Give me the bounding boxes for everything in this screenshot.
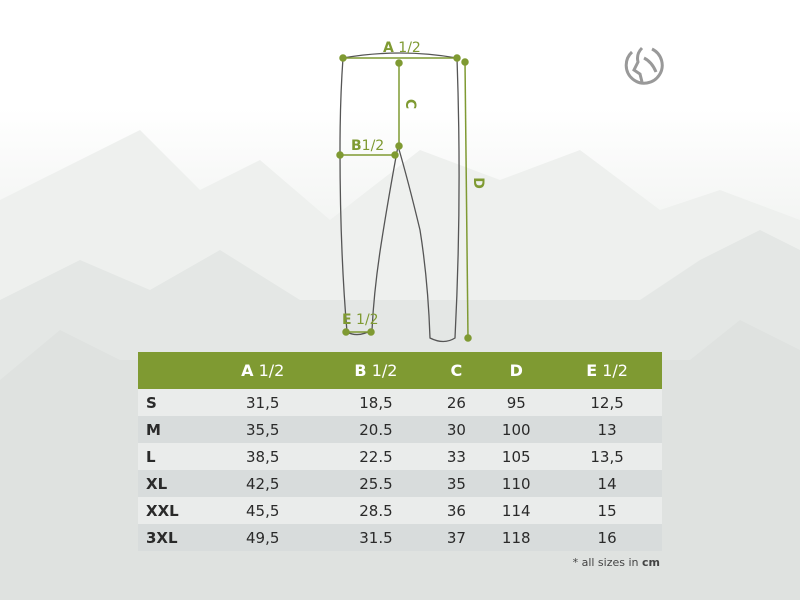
label-e: E 1/2 bbox=[342, 312, 379, 328]
header-b: B 1/2 bbox=[319, 352, 433, 389]
value-cell: 36 bbox=[432, 497, 481, 524]
goat-head-circle-logo-icon bbox=[624, 46, 664, 85]
value-cell: 35,5 bbox=[206, 416, 320, 443]
value-cell: 30 bbox=[432, 416, 481, 443]
size-cell: S bbox=[138, 389, 206, 416]
value-cell: 37 bbox=[432, 524, 481, 551]
value-cell: 95 bbox=[480, 389, 553, 416]
size-cell: L bbox=[138, 443, 206, 470]
value-cell: 45,5 bbox=[206, 497, 320, 524]
value-cell: 33 bbox=[432, 443, 481, 470]
value-cell: 28.5 bbox=[319, 497, 433, 524]
value-cell: 13,5 bbox=[552, 443, 662, 470]
value-cell: 16 bbox=[552, 524, 662, 551]
value-cell: 35 bbox=[432, 470, 481, 497]
value-cell: 15 bbox=[552, 497, 662, 524]
value-cell: 12,5 bbox=[552, 389, 662, 416]
pants-diagram bbox=[336, 52, 472, 343]
header-size bbox=[138, 352, 206, 389]
value-cell: 100 bbox=[480, 416, 553, 443]
table-row: XL 42,5 25.5 35 110 14 bbox=[138, 470, 662, 497]
table-row: M 35,5 20.5 30 100 13 bbox=[138, 416, 662, 443]
value-cell: 14 bbox=[552, 470, 662, 497]
pants-outline bbox=[339, 52, 460, 343]
value-cell: 110 bbox=[480, 470, 553, 497]
size-table: A 1/2 B 1/2 C D E 1/2 S 31,5 18,5 26 95 12,5 M… bbox=[138, 352, 662, 551]
table-header-row: A 1/2 B 1/2 C D E 1/2 bbox=[138, 352, 662, 389]
header-e: E 1/2 bbox=[552, 352, 662, 389]
label-c: C bbox=[402, 98, 419, 110]
size-cell: XL bbox=[138, 470, 206, 497]
value-cell: 26 bbox=[432, 389, 481, 416]
table-row: 3XL 49,5 31.5 37 118 16 bbox=[138, 524, 662, 551]
value-cell: 42,5 bbox=[206, 470, 320, 497]
header-a: A 1/2 bbox=[206, 352, 320, 389]
header-d: D bbox=[480, 352, 553, 389]
table-row: XXL 45,5 28.5 36 114 15 bbox=[138, 497, 662, 524]
value-cell: 31,5 bbox=[206, 389, 320, 416]
value-cell: 22.5 bbox=[319, 443, 433, 470]
value-cell: 114 bbox=[480, 497, 553, 524]
value-cell: 20.5 bbox=[319, 416, 433, 443]
value-cell: 13 bbox=[552, 416, 662, 443]
value-cell: 18,5 bbox=[319, 389, 433, 416]
size-cell: M bbox=[138, 416, 206, 443]
value-cell: 49,5 bbox=[206, 524, 320, 551]
value-cell: 25.5 bbox=[319, 470, 433, 497]
table-row: L 38,5 22.5 33 105 13,5 bbox=[138, 443, 662, 470]
size-cell: 3XL bbox=[138, 524, 206, 551]
value-cell: 105 bbox=[480, 443, 553, 470]
units-note: * all sizes in cm bbox=[572, 556, 660, 569]
value-cell: 38,5 bbox=[206, 443, 320, 470]
size-cell: XXL bbox=[138, 497, 206, 524]
label-b: B1/2 bbox=[351, 138, 385, 154]
label-a: A 1/2 bbox=[383, 40, 421, 56]
header-c: C bbox=[432, 352, 481, 389]
label-d: D bbox=[469, 177, 486, 189]
value-cell: 31.5 bbox=[319, 524, 433, 551]
value-cell: 118 bbox=[480, 524, 553, 551]
table-row: S 31,5 18,5 26 95 12,5 bbox=[138, 389, 662, 416]
